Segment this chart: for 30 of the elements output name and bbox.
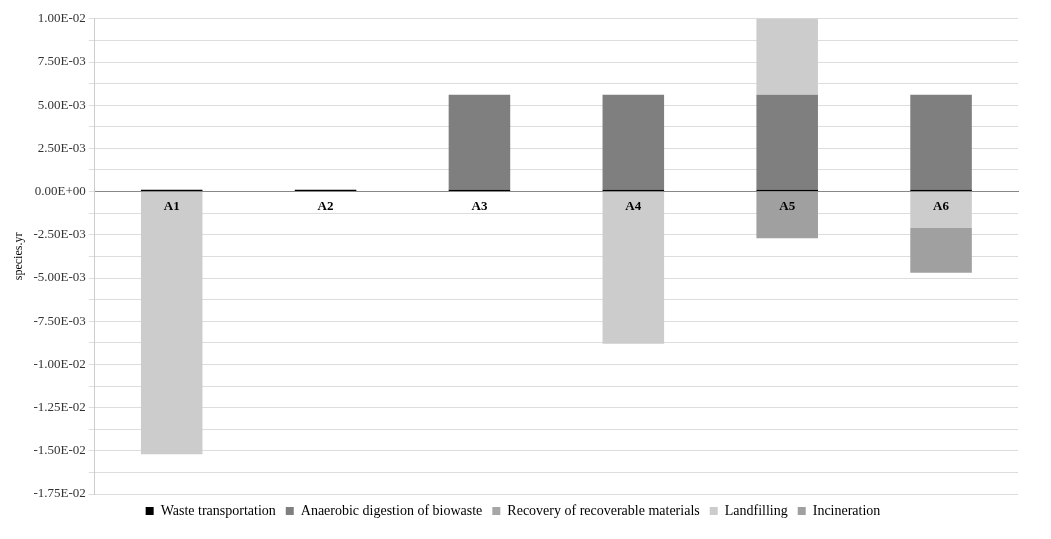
- y-tick-label: -2.50E-03: [33, 226, 86, 242]
- y-tick-label: 7.50E-03: [37, 53, 86, 69]
- legend-label: Waste transportation: [160, 502, 276, 518]
- legend-label: Landfilling: [724, 502, 788, 518]
- y-tick-label: -1.50E-02: [33, 442, 86, 458]
- y-tick-label: -1.75E-02: [33, 485, 86, 501]
- x-tick-label: A3: [471, 198, 488, 214]
- legend-label: Incineration: [812, 502, 881, 518]
- y-tick-label: 0.00E+00: [34, 183, 86, 199]
- x-tick-label: A5: [779, 198, 796, 214]
- bar: [756, 18, 818, 95]
- x-tick-label: A2: [317, 198, 334, 214]
- bar: [140, 192, 203, 455]
- x-tick-label: A4: [625, 198, 642, 214]
- y-tick-label: -7.50E-03: [33, 312, 86, 328]
- x-tick-label: A1: [163, 198, 180, 214]
- y-tick-label: 5.00E-03: [37, 96, 86, 112]
- bar: [910, 192, 972, 228]
- y-tick-label: -5.00E-03: [33, 269, 86, 285]
- x-tick-label: A6: [933, 198, 950, 214]
- y-axis-title: species.yr: [11, 232, 26, 281]
- y-tick-label: -1.25E-02: [33, 399, 86, 415]
- bar: [910, 227, 972, 273]
- y-tick-label: -1.00E-02: [33, 355, 86, 371]
- y-tick-label: 2.50E-03: [37, 139, 86, 155]
- bar: [602, 192, 665, 344]
- bar: [756, 192, 818, 239]
- y-tick-label: 1.00E-02: [37, 10, 86, 26]
- legend-label: Recovery of recoverable materials: [507, 502, 700, 518]
- legend-label: Anaerobic digestion of biowaste: [300, 502, 483, 518]
